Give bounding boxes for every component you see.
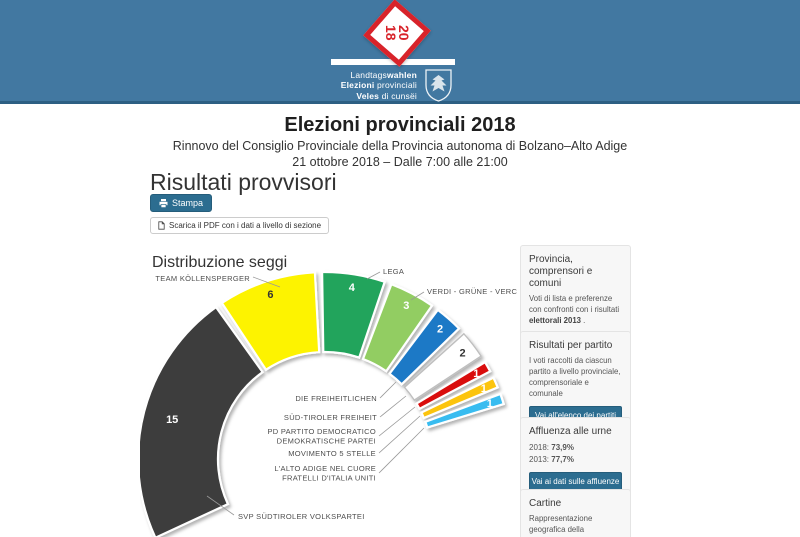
label-connector bbox=[410, 291, 425, 301]
download-pdf-label: Scarica il PDF con i dati a livello di s… bbox=[169, 221, 322, 230]
chart-slice-4[interactable] bbox=[387, 308, 461, 386]
slice-label: L'ALTO ADIGE NEL CUORE bbox=[274, 464, 376, 473]
slice-label: FRATELLI D'ITALIA UNITI bbox=[282, 474, 376, 483]
label-connector bbox=[378, 406, 416, 437]
chart-title: Distribuzione seggi bbox=[152, 254, 288, 271]
slice-label: TEAM KÖLLENSPERGER bbox=[155, 274, 250, 283]
panel-title: Cartine bbox=[529, 498, 562, 509]
slice-value: 1 bbox=[481, 383, 487, 395]
slice-label: SÜD-TIROLER FREIHEIT bbox=[284, 413, 377, 422]
chart-slice-2[interactable] bbox=[320, 270, 387, 359]
chart-slice-0[interactable] bbox=[140, 305, 265, 537]
chart-slice-3[interactable] bbox=[361, 282, 434, 373]
label-connector bbox=[379, 381, 397, 399]
slice-label: VERDI - GRÜNE - VERC bbox=[427, 287, 517, 296]
slice-value: 6 bbox=[267, 289, 273, 301]
document-icon bbox=[158, 221, 165, 230]
label-connector bbox=[206, 495, 235, 516]
slice-value: 1 bbox=[473, 368, 479, 380]
label-connector bbox=[379, 395, 407, 418]
slice-value: 3 bbox=[403, 300, 409, 312]
slice-label: MOVIMENTO 5 STELLE bbox=[288, 449, 376, 458]
logo-wordmark: Landtagswahlen Elezioni provinciali Vele… bbox=[340, 70, 417, 101]
panel-body: Voti di lista e preferenze con confronti… bbox=[529, 294, 620, 325]
label-connector bbox=[378, 415, 421, 454]
panel-affluenza-alle-urne: Affluenza alle urne 2018: 73,9% 2013: 77… bbox=[520, 417, 631, 500]
slice-label: DIE FREIHEITLICHEN bbox=[295, 394, 377, 403]
panel-title: Provincia, comprensori e comuni bbox=[529, 254, 593, 289]
page-title: Elezioni provinciali 2018 bbox=[284, 114, 516, 136]
logo-2018-badge: 20 18 bbox=[363, 0, 431, 67]
turnout-2013: 2013: 77,7% bbox=[529, 455, 574, 464]
panel-body: I voti raccolti da ciascun partito a liv… bbox=[529, 356, 621, 398]
slice-label: PD PARTITO DEMOCRATICO bbox=[267, 427, 376, 436]
page-subtitle: Rinnovo del Consiglio Provinciale della … bbox=[172, 139, 628, 153]
panel-body: Rappresentazione geografica della distri… bbox=[529, 514, 610, 537]
logo-year-text: 20 18 bbox=[382, 25, 412, 41]
print-button-label: Stampa bbox=[172, 198, 204, 208]
panel-title: Risultati per partito bbox=[529, 340, 613, 351]
slice-label: LEGA bbox=[383, 267, 404, 276]
chart-slice-8[interactable] bbox=[423, 392, 506, 429]
slice-value: 4 bbox=[349, 282, 356, 294]
slice-value: 1 bbox=[487, 398, 493, 410]
slice-value: 2 bbox=[460, 348, 466, 360]
slice-label: SVP SÜDTIROLER VOLKSPARTEI bbox=[238, 512, 365, 521]
header-banner: 20 18 Landtagswahlen Elezioni provinciali… bbox=[0, 0, 800, 104]
download-pdf-button[interactable]: Scarica il PDF con i dati a livello di s… bbox=[150, 217, 330, 234]
printer-icon bbox=[159, 198, 168, 208]
panel-cartine: Cartine Rappresentazione geografica dell… bbox=[520, 489, 631, 537]
label-connector bbox=[378, 427, 425, 474]
slice-value: 15 bbox=[166, 414, 178, 426]
chart-slice-5[interactable] bbox=[403, 332, 483, 402]
seats-distribution-chart: 15 SVP SÜDTIROLER VOLKSPARTEI 6 TEAM KÖLLEN… bbox=[140, 267, 517, 537]
section-title: Risultati provvisori bbox=[150, 169, 337, 195]
chart-slice-6[interactable] bbox=[414, 360, 492, 411]
chart-slice-1[interactable] bbox=[220, 271, 321, 372]
panel-title: Affluenza alle urne bbox=[529, 426, 612, 437]
print-button[interactable]: Stampa bbox=[150, 194, 213, 212]
label-connector bbox=[366, 271, 381, 280]
chart-slice-7[interactable] bbox=[419, 376, 500, 420]
turnout-2018: 2018: 73,9% bbox=[529, 443, 574, 452]
page-date-subtitle: 21 ottobre 2018 – Dalle 7:00 alle 21:00 bbox=[292, 155, 508, 169]
slice-label: DEMOKRATISCHE PARTEI bbox=[277, 437, 376, 446]
slice-value: 2 bbox=[437, 324, 443, 336]
coat-of-arms-icon bbox=[425, 69, 452, 102]
panel-risultati-per-partito: Risultati per partito I voti raccolti da… bbox=[520, 331, 631, 434]
label-connector bbox=[252, 276, 281, 288]
